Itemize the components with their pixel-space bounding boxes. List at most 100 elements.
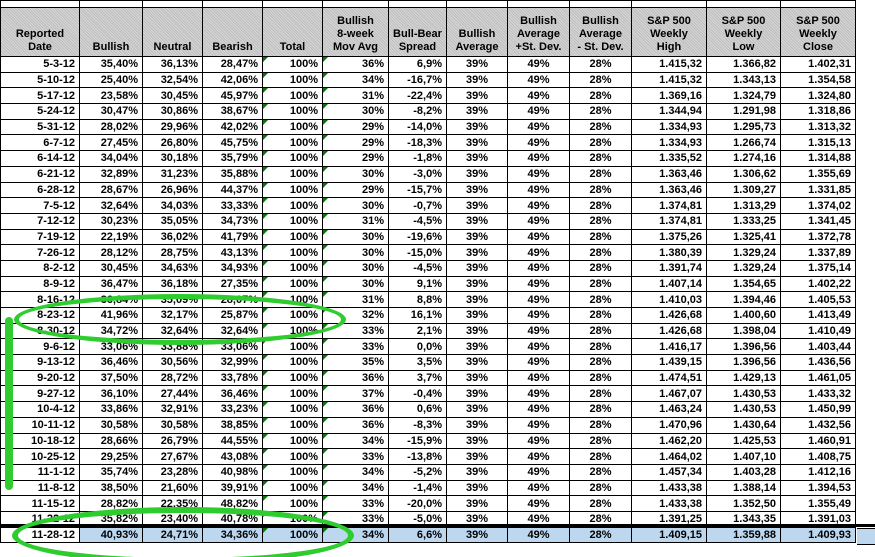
cell-bullish[interactable]: 33,86% <box>80 402 142 417</box>
column-header-sp500-close[interactable]: S&P 500 Weekly Close <box>781 8 855 56</box>
cell-bearish[interactable]: 40,78% <box>203 511 262 527</box>
partial-cell-minus-stdev[interactable] <box>570 1 631 7</box>
cell-total[interactable]: 100% <box>263 355 322 370</box>
partial-cell-neutral[interactable] <box>143 1 202 7</box>
cell-minus-stdev[interactable]: 28% <box>570 496 631 511</box>
cell-bullish-average[interactable]: 39% <box>447 229 507 245</box>
cell-sp500-close[interactable]: 1.391,03 <box>781 511 855 527</box>
cell-plus-stdev[interactable]: 49% <box>508 292 569 307</box>
cell-bullish-average[interactable]: 39% <box>447 104 507 119</box>
cell-bullish[interactable]: 28,66% <box>80 433 142 449</box>
cell-total[interactable]: 100% <box>263 402 322 417</box>
cell-neutral[interactable]: 36,13% <box>143 57 202 72</box>
cell-sp500-close[interactable]: 1.461,05 <box>781 370 855 386</box>
cell-spread[interactable]: -15,7% <box>389 182 446 198</box>
cell-sp500-high[interactable]: 1.380,39 <box>632 245 706 260</box>
cell-spread[interactable]: -0,4% <box>389 386 446 402</box>
column-header-minus-stdev[interactable]: Bullish Average - St. Dev. <box>570 8 631 56</box>
column-header-bullish[interactable]: Bullish <box>80 8 142 56</box>
cell-sp500-low[interactable]: 1.429,13 <box>707 370 780 386</box>
cell-sp500-low[interactable]: 1.291,98 <box>707 104 780 119</box>
cell-bullish[interactable]: 23,58% <box>80 88 142 104</box>
cell-sp500-close[interactable]: 1.436,56 <box>781 355 855 370</box>
cell-bullish-average[interactable]: 39% <box>447 527 507 543</box>
cell-bullish[interactable]: 28,02% <box>80 119 142 135</box>
cell-sp500-low[interactable]: 1.266,74 <box>707 135 780 151</box>
cell-neutral[interactable]: 33,88% <box>143 339 202 355</box>
column-header-bullish-average[interactable]: Bullish Average <box>447 8 507 56</box>
column-header-spread[interactable]: Bull-Bear Spread <box>389 8 446 56</box>
cell-sp500-low[interactable]: 1.329,24 <box>707 260 780 276</box>
cell-bearish[interactable]: 48,82% <box>203 496 262 511</box>
cell-neutral[interactable]: 36,18% <box>143 276 202 292</box>
cell-bearish[interactable]: 39,91% <box>203 480 262 496</box>
cell-date[interactable]: 11-28-12 <box>1 527 79 543</box>
cell-sp500-low[interactable]: 1.394,46 <box>707 292 780 307</box>
cell-minus-stdev[interactable]: 28% <box>570 88 631 104</box>
cell-bearish[interactable]: 44,55% <box>203 433 262 449</box>
cell-total[interactable]: 100% <box>263 229 322 245</box>
cell-mov-avg[interactable]: 30% <box>323 229 388 245</box>
cell-sp500-low[interactable]: 1.430,53 <box>707 402 780 417</box>
cell-sp500-high[interactable]: 1.467,07 <box>632 386 706 402</box>
cell-sp500-close[interactable]: 1.375,14 <box>781 260 855 276</box>
cell-bearish[interactable]: 33,06% <box>203 339 262 355</box>
cell-sp500-high[interactable]: 1.426,68 <box>632 323 706 339</box>
cell-minus-stdev[interactable]: 28% <box>570 417 631 433</box>
cell-total[interactable]: 100% <box>263 166 322 182</box>
cell-bearish[interactable]: 25,87% <box>203 308 262 323</box>
cell-total[interactable]: 100% <box>263 511 322 527</box>
cell-plus-stdev[interactable]: 49% <box>508 449 569 464</box>
cell-plus-stdev[interactable]: 49% <box>508 72 569 88</box>
cell-bullish[interactable]: 35,40% <box>80 57 142 72</box>
cell-sp500-high[interactable]: 1.391,74 <box>632 260 706 276</box>
cell-mov-avg[interactable]: 29% <box>323 135 388 151</box>
cell-sp500-high[interactable]: 1.415,32 <box>632 57 706 72</box>
cell-bullish[interactable]: 34,04% <box>80 151 142 166</box>
cell-plus-stdev[interactable]: 49% <box>508 104 569 119</box>
cell-sp500-close[interactable]: 1.314,88 <box>781 151 855 166</box>
cell-sp500-high[interactable]: 1.375,26 <box>632 229 706 245</box>
cell-neutral[interactable]: 30,86% <box>143 104 202 119</box>
cell-bullish[interactable]: 25,40% <box>80 72 142 88</box>
cell-sp500-close[interactable]: 1.315,13 <box>781 135 855 151</box>
cell-plus-stdev[interactable]: 49% <box>508 402 569 417</box>
cell-bearish[interactable]: 32,99% <box>203 355 262 370</box>
cell-spread[interactable]: 0,0% <box>389 339 446 355</box>
cell-total[interactable]: 100% <box>263 198 322 213</box>
column-header-date[interactable]: Reported Date <box>1 8 79 56</box>
cell-sp500-high[interactable]: 1.463,24 <box>632 402 706 417</box>
cell-minus-stdev[interactable]: 28% <box>570 339 631 355</box>
cell-bullish[interactable]: 30,58% <box>80 417 142 433</box>
cell-minus-stdev[interactable]: 28% <box>570 449 631 464</box>
cell-neutral[interactable]: 36,02% <box>143 229 202 245</box>
cell-spread[interactable]: 6,9% <box>389 57 446 72</box>
cell-total[interactable]: 100% <box>263 464 322 480</box>
cell-plus-stdev[interactable]: 49% <box>508 57 569 72</box>
cell-plus-stdev[interactable]: 49% <box>508 464 569 480</box>
cell-sp500-high[interactable]: 1.439,15 <box>632 355 706 370</box>
cell-sp500-low[interactable]: 1.354,65 <box>707 276 780 292</box>
column-header-plus-stdev[interactable]: Bullish Average +St. Dev. <box>508 8 569 56</box>
cell-sp500-high[interactable]: 1.334,93 <box>632 135 706 151</box>
cell-plus-stdev[interactable]: 49% <box>508 182 569 198</box>
cell-mov-avg[interactable]: 29% <box>323 151 388 166</box>
cell-spread[interactable]: -4,5% <box>389 260 446 276</box>
cell-total[interactable]: 100% <box>263 213 322 229</box>
cell-total[interactable]: 100% <box>263 276 322 292</box>
cell-plus-stdev[interactable]: 49% <box>508 88 569 104</box>
cell-total[interactable]: 100% <box>263 292 322 307</box>
cell-mov-avg[interactable]: 36% <box>323 370 388 386</box>
cell-sp500-high[interactable]: 1.415,32 <box>632 72 706 88</box>
cell-minus-stdev[interactable]: 28% <box>570 72 631 88</box>
cell-date[interactable]: 6-14-12 <box>1 151 79 166</box>
cell-sp500-close[interactable]: 1.394,53 <box>781 480 855 496</box>
cell-sp500-high[interactable]: 1.433,38 <box>632 480 706 496</box>
cell-neutral[interactable]: 35,09% <box>143 292 202 307</box>
cell-sp500-close[interactable]: 1.374,02 <box>781 198 855 213</box>
cell-plus-stdev[interactable]: 49% <box>508 480 569 496</box>
cell-mov-avg[interactable]: 33% <box>323 511 388 527</box>
cell-neutral[interactable]: 27,67% <box>143 449 202 464</box>
cell-mov-avg[interactable]: 30% <box>323 260 388 276</box>
cell-sp500-low[interactable]: 1.295,73 <box>707 119 780 135</box>
